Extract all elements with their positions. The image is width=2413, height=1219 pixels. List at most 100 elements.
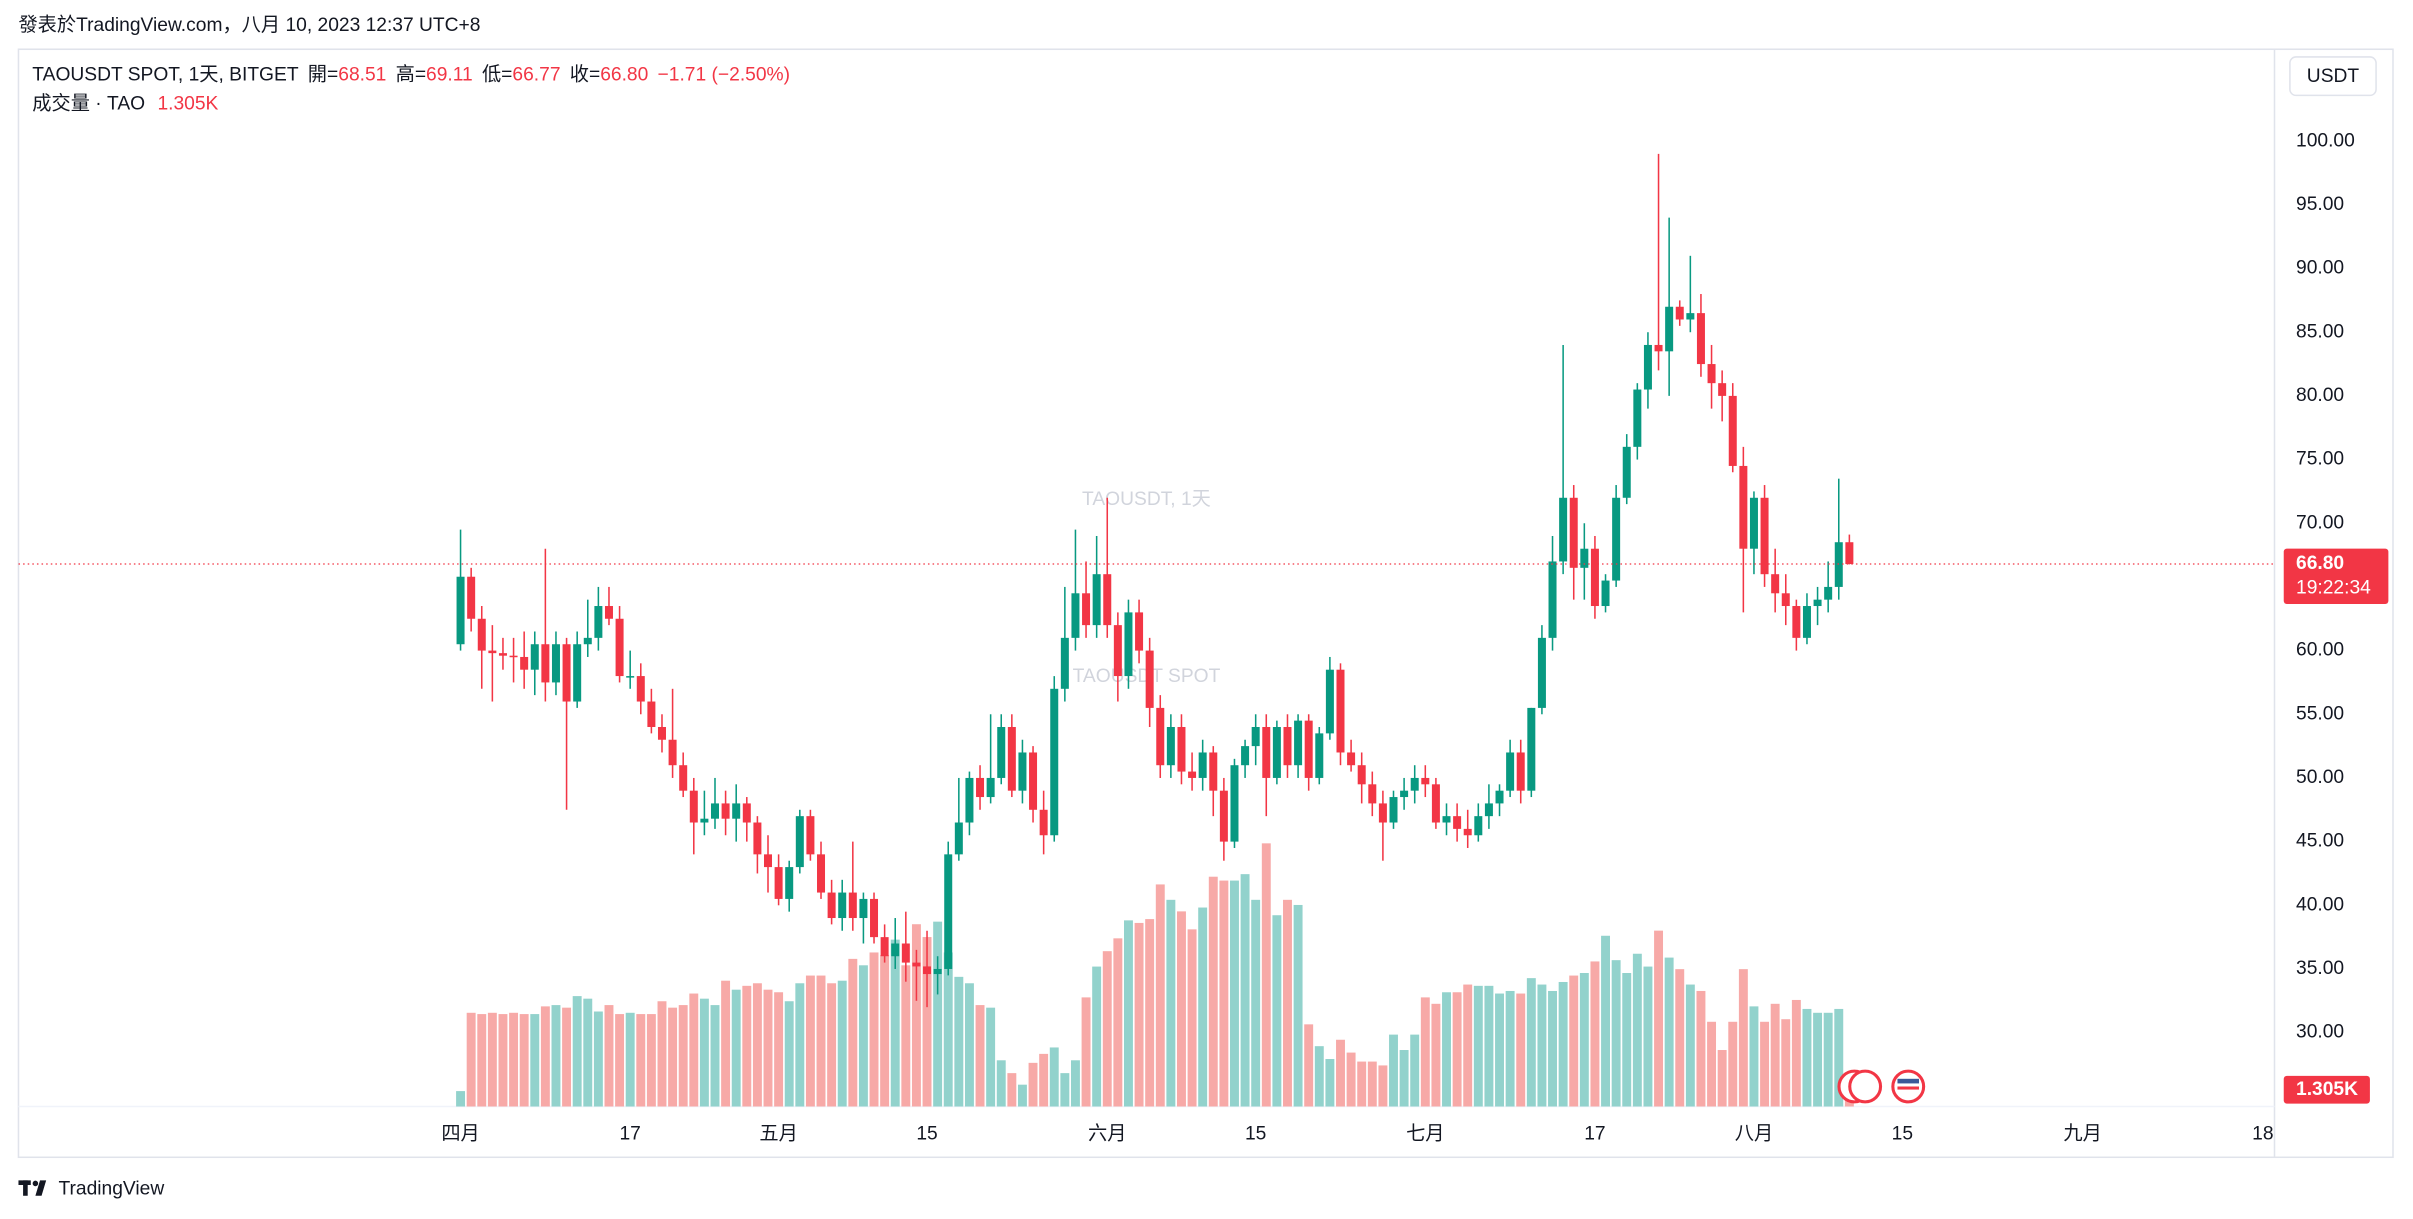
volume-bar — [1664, 957, 1674, 1107]
volume-bar — [816, 975, 826, 1107]
candle-body — [604, 606, 613, 619]
event-icon[interactable] — [1848, 1069, 1883, 1104]
volume-bar — [1314, 1046, 1324, 1107]
candle-body — [509, 655, 518, 658]
candle-body — [1347, 752, 1356, 766]
last-price-label: 66.80 — [2296, 553, 2344, 574]
x-tick-label: 七月 — [1406, 1122, 1444, 1144]
volume-bar — [615, 1014, 625, 1107]
volume-bar — [986, 1007, 996, 1107]
volume-bar — [699, 998, 709, 1107]
y-tick-label: 60.00 — [2296, 640, 2344, 661]
legend-value: 69.11 — [426, 64, 473, 85]
candle-body — [795, 816, 804, 868]
candle-body — [1760, 497, 1769, 575]
volume-bar — [805, 975, 815, 1107]
candle-body — [1124, 612, 1133, 677]
legend-key: 開= — [308, 64, 338, 85]
candle-body — [1219, 790, 1228, 842]
candle-body — [1633, 389, 1642, 447]
legend-key: 高= — [396, 63, 426, 85]
candle-body — [1209, 752, 1218, 791]
volume-bar — [880, 955, 890, 1107]
candle-body — [1506, 752, 1515, 791]
volume-tag — [2283, 1075, 2370, 1104]
candle-body — [976, 777, 985, 798]
volume-bar — [1070, 1060, 1080, 1107]
candle-body — [488, 650, 497, 654]
candle-body — [456, 576, 465, 645]
volume-bar — [678, 1005, 688, 1107]
legend-change: −1.71 (−2.50%) — [658, 64, 790, 85]
volume-bar — [1760, 1021, 1770, 1107]
volume-bar — [1293, 904, 1303, 1107]
volume-bar — [1579, 972, 1589, 1107]
currency-button[interactable] — [2289, 56, 2377, 97]
candle-body — [615, 618, 624, 677]
chart-frame — [17, 48, 2394, 1159]
volume-bar — [1484, 985, 1494, 1107]
volume-bar — [1145, 919, 1155, 1107]
volume-bar — [1017, 1084, 1027, 1107]
axes: 30.0035.0040.0045.0050.0055.0060.0065.00… — [18, 130, 2389, 1144]
volume-bar — [911, 924, 921, 1107]
volume-bar — [1007, 1073, 1017, 1107]
candle-body — [477, 618, 486, 651]
candle-body — [1696, 313, 1705, 365]
volume-bar — [509, 1012, 519, 1107]
candle-body — [1060, 637, 1069, 689]
x-tick-label: 17 — [619, 1123, 640, 1144]
candle-body — [1707, 364, 1716, 384]
volume-bar — [604, 1005, 614, 1107]
candle-body — [1177, 727, 1186, 772]
candle-body — [1166, 727, 1175, 766]
candle-body — [551, 644, 560, 683]
volume-bar — [1590, 961, 1600, 1107]
candle-body — [1230, 765, 1239, 842]
volume-bar — [689, 993, 699, 1107]
x-tick-label: 五月 — [759, 1123, 797, 1144]
volume-legend: 成交量 · TAO 1.305K — [32, 93, 218, 115]
candle-body — [1643, 344, 1652, 390]
candle-body — [1590, 548, 1599, 607]
candle-body — [859, 898, 868, 919]
candle-body — [923, 966, 932, 975]
candle-body — [848, 892, 857, 919]
candle-body — [1325, 669, 1334, 734]
candle-body — [679, 765, 688, 791]
currency-label[interactable]: USDT — [2307, 66, 2360, 87]
candle-body — [594, 606, 603, 638]
candle-body — [827, 892, 836, 919]
candle-body — [933, 968, 942, 975]
candle-body — [806, 816, 815, 855]
candle-body — [1071, 593, 1080, 638]
volume-bar — [1495, 993, 1504, 1107]
volume-bars — [456, 843, 1854, 1107]
candle-body — [530, 644, 539, 670]
volume-bar — [1177, 911, 1186, 1107]
volume-bar — [975, 1005, 985, 1107]
y-tick-label: 95.00 — [2296, 194, 2344, 215]
volume-bar — [487, 1012, 497, 1107]
candle-body — [520, 656, 529, 670]
volume-bar — [1219, 880, 1229, 1107]
volume-bar — [1325, 1059, 1335, 1107]
candle-body — [1484, 803, 1493, 817]
candle-body — [1283, 727, 1292, 766]
candle-body — [1018, 752, 1027, 791]
brand-logo — [18, 1180, 47, 1196]
candle-body — [1559, 497, 1568, 562]
candle-body — [1675, 306, 1684, 320]
y-tick-label: 85.00 — [2296, 321, 2344, 342]
event-icon[interactable] — [1891, 1069, 1926, 1104]
candle-body — [689, 790, 698, 823]
volume-bar — [1102, 951, 1112, 1107]
candle-body — [657, 727, 666, 740]
volume-bar — [1081, 997, 1091, 1107]
candle-body — [1749, 497, 1758, 549]
candle-body — [1251, 727, 1260, 747]
volume-bar — [752, 983, 762, 1107]
volume-bar — [954, 976, 964, 1107]
volume-bar — [837, 980, 847, 1107]
